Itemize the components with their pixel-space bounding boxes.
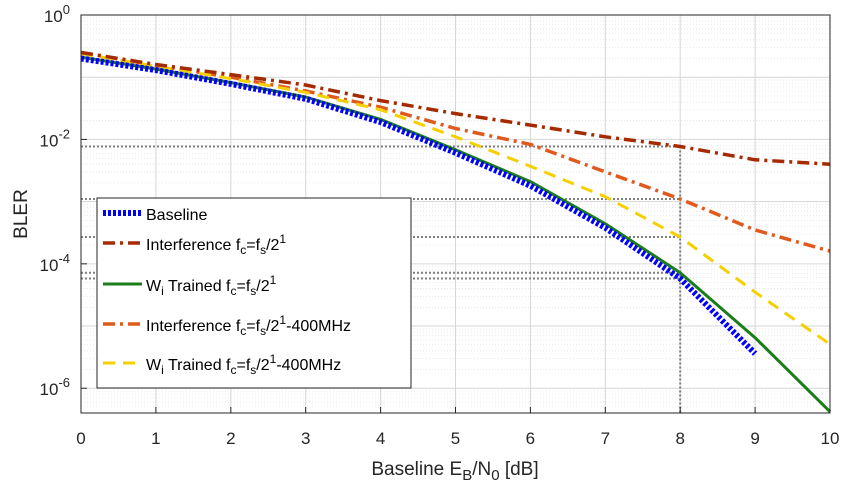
- series-line-5: [80, 52, 831, 346]
- x-axis-label-sub1: B: [462, 467, 472, 484]
- y-axis-label: BLER: [11, 189, 32, 239]
- x-tick-label: 3: [301, 429, 310, 448]
- minor-grid: [81, 17, 830, 408]
- series-line-2: [80, 50, 831, 166]
- x-tick-labels: 0 1 2 3 4 5 6 7 8 9 10: [76, 407, 839, 448]
- y-tick-label: 10-6: [40, 375, 70, 399]
- legend-entry-1: Baseline: [146, 207, 207, 224]
- x-tick-label: 7: [601, 429, 610, 448]
- y-tick-labels: 100 10-2 10-4 10-6: [40, 2, 87, 399]
- series-lines: [80, 50, 832, 413]
- y-tick-label: 100: [44, 2, 70, 26]
- legend-entry-5: Wi Trained fc=fs/21-400MHz: [146, 352, 341, 377]
- x-tick-label: 1: [151, 429, 160, 448]
- y-tick-label: 10-4: [40, 251, 70, 275]
- x-tick-label: 6: [526, 429, 535, 448]
- y-tick-label: 10-2: [40, 126, 70, 150]
- legend: Baseline Interference fc=fs/21 Wi Traine…: [96, 197, 412, 389]
- series-line-1: [80, 55, 758, 356]
- x-axis-label-main: Baseline E: [371, 459, 462, 480]
- legend-entry-3: Wi Trained fc=fs/21: [146, 273, 277, 298]
- x-axis-label-sub2: 0: [491, 467, 499, 484]
- x-tick-label: 0: [76, 429, 85, 448]
- x-tick-label: 2: [226, 429, 235, 448]
- x-axis-label-mid: /N: [472, 459, 491, 480]
- legend-entry-4: Interference fc=fs/21-400MHz: [146, 313, 351, 338]
- legend-swatches: [103, 210, 142, 365]
- x-axis-label-tail: [dB]: [500, 459, 539, 480]
- legend-box: [96, 197, 412, 389]
- x-tick-label: 8: [675, 429, 684, 448]
- x-axis-label: Baseline EB/N0 [dB]: [371, 459, 538, 484]
- x-tick-label: 4: [376, 429, 385, 448]
- x-tick-label: 10: [821, 429, 840, 448]
- x-tick-label: 9: [750, 429, 759, 448]
- x-tick-label: 5: [451, 429, 460, 448]
- legend-entry-2: Interference fc=fs/21: [146, 232, 286, 257]
